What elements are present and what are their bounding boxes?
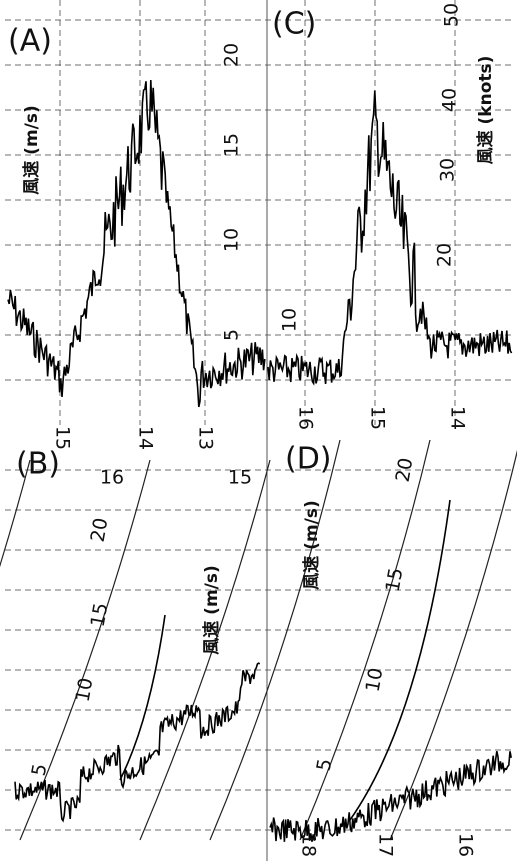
value-label: 5 [221,329,243,341]
value-label: 15 [87,601,113,629]
time-arc [389,449,517,841]
time-arc [19,459,151,841]
axis-title: 風速 (knots) [475,56,496,165]
value-label: 10 [279,308,301,332]
trace [7,79,266,408]
value-label: 5 [28,762,52,778]
axis-title: 風速 (m/s) [301,500,322,590]
time-arc [299,439,431,841]
panel-label: (A) [8,24,52,59]
trace [267,90,513,386]
time-arc [139,459,271,841]
value-label: 50 [441,3,463,27]
value-label: 40 [439,88,461,112]
time-arc [0,459,31,568]
time-label: 17 [375,833,397,857]
trace [14,662,261,823]
time-label: 13 [195,426,217,450]
time-label: 15 [228,467,252,489]
panel-label: (D) [285,442,332,477]
value-label: 15 [221,133,243,157]
panel-label: (B) [16,447,60,482]
axis-title: 風速 (m/s) [201,565,222,655]
value-label: 10 [72,676,98,704]
time-label: 16 [100,467,124,489]
value-label: 10 [362,666,388,694]
time-label: 18 [298,833,320,857]
time-label: 14 [135,426,157,450]
value-label: 5 [313,757,337,773]
value-label: 20 [392,456,418,484]
trace [269,751,512,842]
value-label: 15 [382,566,408,594]
time-label: 16 [295,406,317,430]
time-label: 16 [455,833,477,857]
trace [119,614,166,781]
panel-label: (C) [272,7,316,42]
time-label: 14 [447,406,469,430]
axis-title: 風速 (m/s) [21,105,42,195]
time-arc [209,439,341,841]
value-label: 20 [221,43,243,67]
value-label: 20 [87,516,113,544]
time-label: 15 [367,406,389,430]
trace [349,499,451,821]
value-label: 10 [221,228,243,252]
texts: (A) 風速 (m/s) 5 10 15 20 15 14 13 (C) 風速 (knots) 10 2… [8,3,496,857]
time-label: 15 [52,426,74,450]
value-label: 20 [434,243,456,267]
value-label: 30 [437,158,459,182]
